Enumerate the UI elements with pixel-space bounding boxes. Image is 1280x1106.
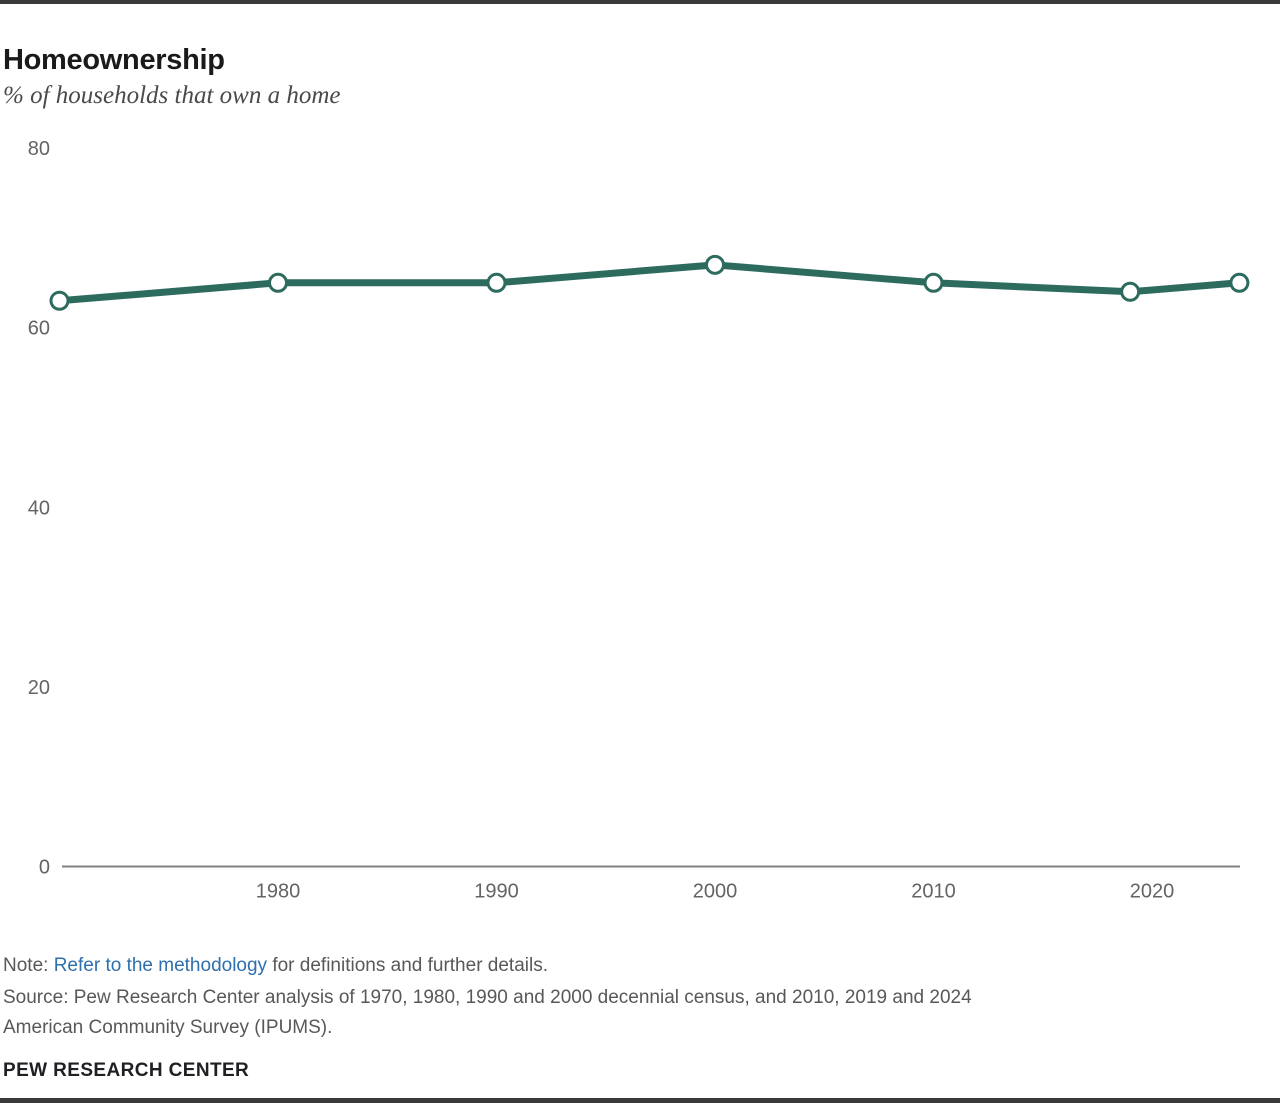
- data-point-2000: [705, 254, 725, 275]
- note-text: Note: Refer to the methodology for defin…: [3, 953, 548, 979]
- methodology-link[interactable]: Refer to the methodology: [53, 955, 268, 976]
- data-point-2010: [923, 272, 944, 293]
- data-point-2024: [1229, 272, 1250, 293]
- x-tick-label-2000: 2000: [693, 881, 738, 903]
- page-title: Homeownership: [3, 44, 225, 77]
- y-tick-label-0: 0: [39, 857, 50, 879]
- trend-line-homeownership: [56, 261, 1243, 305]
- x-tick-label-1980: 1980: [256, 881, 301, 903]
- y-tick-label-60: 60: [28, 318, 50, 340]
- data-point-1980: [268, 272, 288, 293]
- bottom-border: [0, 1098, 1280, 1103]
- y-tick-label-80: 80: [28, 138, 50, 160]
- x-tick-label-1990: 1990: [474, 881, 519, 903]
- data-point-2019: [1120, 281, 1141, 302]
- pew-research-center-wordmark: PEW RESEARCH CENTER: [3, 1060, 250, 1081]
- note-suffix: for definitions and further details.: [267, 955, 548, 976]
- x-tick-label-2020: 2020: [1130, 881, 1175, 903]
- y-tick-label-20: 20: [28, 677, 50, 699]
- source-line-1: Source: Pew Research Center analysis of …: [3, 987, 972, 1008]
- y-tick-label-40: 40: [28, 497, 50, 519]
- x-tick-label-2010: 2010: [911, 881, 956, 903]
- data-point-1970: [49, 290, 70, 311]
- data-point-1990: [486, 272, 507, 293]
- chart-subtitle: % of households that own a home: [3, 82, 341, 109]
- top-border: [0, 0, 1280, 4]
- homeownership-line-chart: 0 20 40 60 80 1980 1990 2000 2010 2020: [28, 138, 1250, 903]
- source-line-2: American Community Survey (IPUMS).: [3, 1017, 333, 1038]
- note-prefix: Note:: [3, 955, 54, 976]
- source-text: Source: Pew Research Center analysis of …: [3, 983, 972, 1043]
